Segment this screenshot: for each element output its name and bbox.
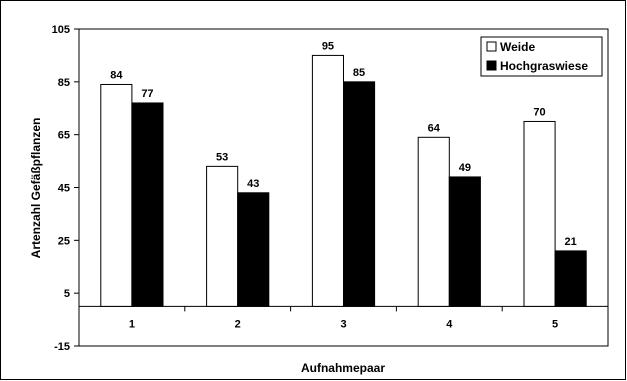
data-label: 21 [565,236,577,248]
bar-hochgraswiese-1 [131,102,164,307]
legend-label-hochgraswiese: Hochgraswiese [500,59,588,73]
legend: Weide Hochgraswiese [480,36,603,77]
data-label: 77 [141,88,153,100]
bars [100,54,587,307]
data-label: 53 [216,151,228,163]
bar-hochgraswiese-5 [554,250,587,307]
data-label: 49 [459,162,471,174]
data-label: 43 [247,178,259,190]
bar-weide-5 [523,120,556,307]
bar-weide-3 [311,54,345,307]
y-tick-label: 105 [52,24,70,36]
x-tick-label: 3 [340,318,346,330]
y-tick-label: 45 [58,183,70,195]
y-tick-label: 25 [58,235,70,247]
data-label: 85 [353,67,365,79]
x-tick-label: 1 [129,318,135,330]
y-axis-title: Artenzahl Gefäßpflanzen [29,118,43,259]
legend-swatch-weide [486,41,497,52]
y-tick-label: 65 [58,130,70,142]
legend-swatch-hochgraswiese [486,60,497,71]
bar-hochgraswiese-4 [448,176,481,307]
data-labels: 84 77 53 43 95 85 64 49 70 21 [110,40,577,247]
y-tick-label: 85 [58,77,70,89]
legend-label-weide: Weide [500,40,535,54]
bar-weide-2 [206,165,239,307]
legend-box [480,36,603,77]
y-tick-label: -15 [54,341,70,353]
bar-hochgraswiese-3 [343,81,376,307]
bar-weide-4 [417,136,450,307]
data-label: 70 [533,106,545,118]
x-tick-label: 2 [235,318,241,330]
data-label: 84 [110,69,123,81]
y-axis: 105 85 65 45 25 5 -15 [52,24,79,353]
bar-hochgraswiese-2 [237,192,270,307]
data-label: 64 [428,122,441,134]
data-label: 95 [322,40,334,52]
x-tick-label: 5 [552,318,558,330]
y-tick-label: 5 [64,288,70,300]
x-axis-title: Aufnahmepaar [301,361,385,375]
x-tick-label: 4 [446,318,453,330]
bar-weide-1 [100,83,133,307]
